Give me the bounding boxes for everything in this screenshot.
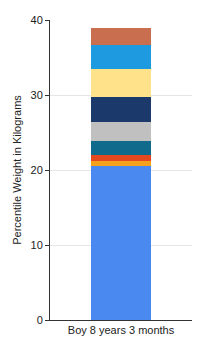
svg-text:30: 30	[31, 89, 43, 101]
svg-text:Boy 8 years 3 months: Boy 8 years 3 months	[68, 324, 175, 336]
svg-text:Percentile Weight in Kilograms: Percentile Weight in Kilograms	[11, 95, 23, 245]
svg-text:20: 20	[31, 164, 43, 176]
svg-text:40: 40	[31, 14, 43, 26]
svg-text:0: 0	[37, 314, 43, 326]
svg-text:10: 10	[31, 239, 43, 251]
